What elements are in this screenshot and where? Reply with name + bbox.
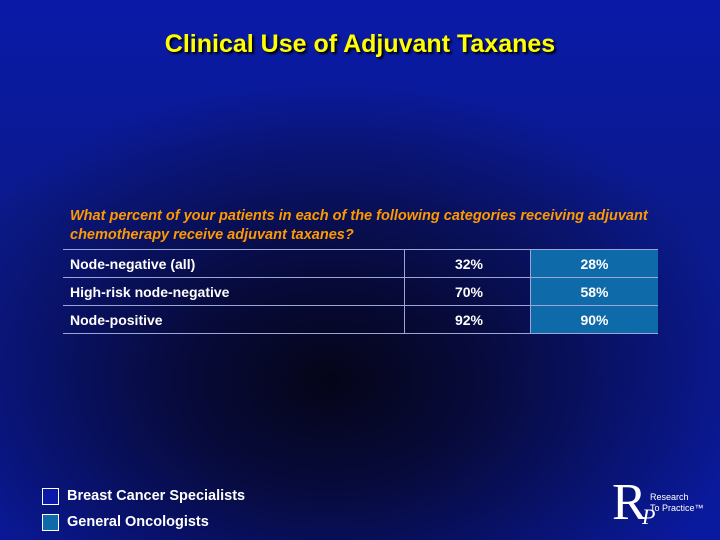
breast-cancer-specialists-value: 70% <box>405 278 531 305</box>
results-table: Node-negative (all) 32% 28% High-risk no… <box>63 249 658 334</box>
logo-subinitial: P <box>642 504 656 529</box>
table-row: Node-positive 92% 90% <box>63 306 658 334</box>
legend-label: Breast Cancer Specialists <box>67 488 246 504</box>
research-to-practice-logo: R P Research To Practice™ <box>612 474 712 531</box>
legend-label: General Oncologists <box>67 514 209 530</box>
general-oncologists-value: 90% <box>531 306 658 333</box>
row-label: High-risk node-negative <box>63 278 405 305</box>
legend-swatch <box>42 487 59 505</box>
logo-line-2: To Practice™ <box>650 503 704 513</box>
general-oncologists-value: 28% <box>531 250 658 277</box>
row-label: Node-negative (all) <box>63 250 405 277</box>
legend-item-breast-cancer-specialists: Breast Cancer Specialists <box>42 485 245 507</box>
logo-wordmark: Research To Practice™ <box>650 492 704 514</box>
legend-item-general-oncologists: General Oncologists <box>42 511 245 533</box>
logo-line-1: Research <box>650 492 689 502</box>
row-label: Node-positive <box>63 306 405 333</box>
breast-cancer-specialists-value: 92% <box>405 306 531 333</box>
general-oncologists-value: 58% <box>531 278 658 305</box>
table-row: Node-negative (all) 32% 28% <box>63 250 658 278</box>
survey-question: What percent of your patients in each of… <box>70 208 648 243</box>
slide-title: Clinical Use of Adjuvant Taxanes <box>164 30 556 58</box>
table-row: High-risk node-negative 70% 58% <box>63 278 658 306</box>
legend-swatch <box>42 513 59 531</box>
logo-initial: R <box>612 474 647 531</box>
breast-cancer-specialists-value: 32% <box>405 250 531 277</box>
legend: Breast Cancer Specialists General Oncolo… <box>42 485 245 537</box>
